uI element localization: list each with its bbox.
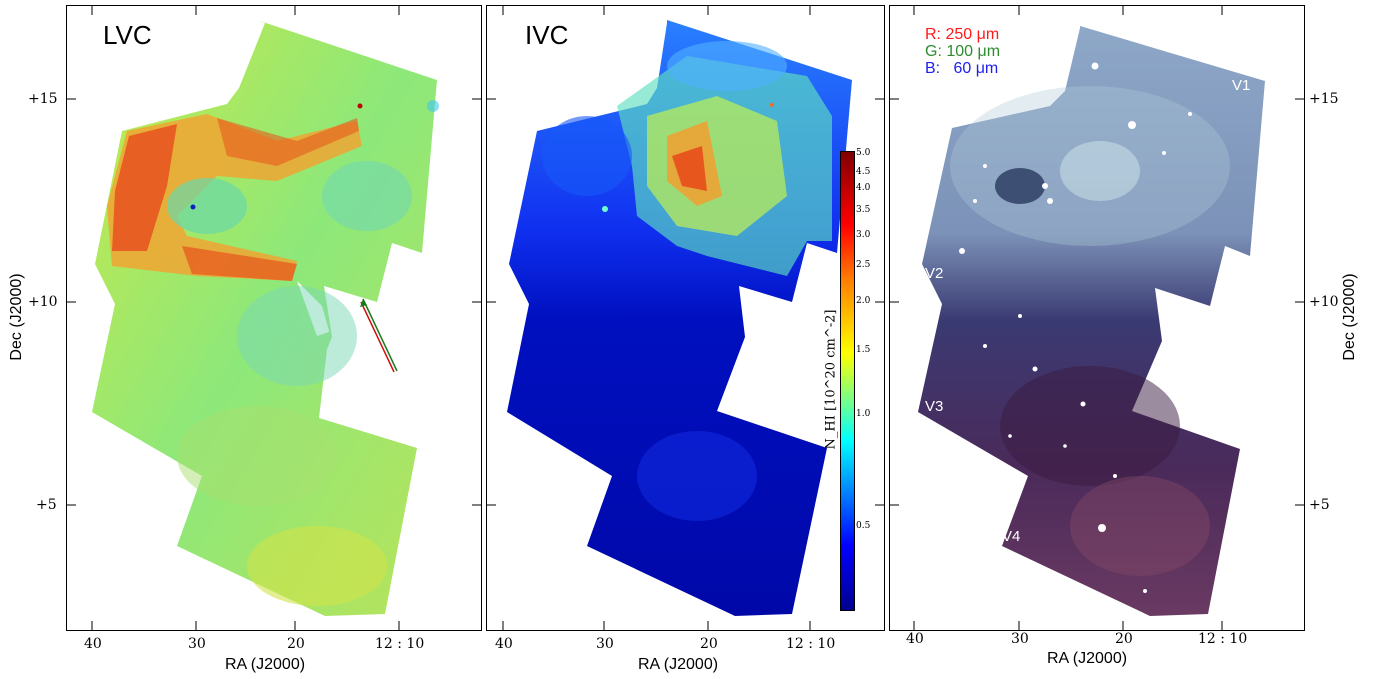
colorbar-tick-1.5: 1.5 [856, 345, 871, 355]
colorbar-tick-5.0: 5.0 [856, 148, 871, 158]
ivc-map [507, 20, 852, 616]
p1-xtick-40: 40 [84, 636, 102, 652]
marker-v2: V2 [925, 265, 944, 282]
lvc-map [92, 20, 439, 616]
legend-green-label: G: [925, 43, 942, 60]
colorbar-tick-4.0: 4.0 [856, 183, 871, 193]
colorbar-tick-2.5: 2.5 [856, 260, 871, 270]
p2-xtick-1210: 12 : 10 [786, 636, 836, 652]
p2-xlabel: RA (J2000) [638, 656, 719, 673]
p1-xtick-20: 20 [287, 636, 305, 652]
p2-xtick-40: 40 [495, 636, 513, 652]
colorbar-tick-4.5: 4.5 [856, 167, 871, 177]
ivc-panel: IVC 5.0 4.5 4.0 3.5 3.0 2.5 2.0 1.5 1.0 … [486, 5, 885, 631]
legend-red: R: 250 μm [925, 26, 999, 43]
green-arrow-line [362, 298, 398, 372]
p3-ylabel: Dec (J2000) [1341, 273, 1358, 361]
p3-xtick-20: 20 [1115, 631, 1133, 647]
rgb-composite-map [918, 26, 1265, 616]
p1-ylabel: Dec (J2000) [8, 273, 25, 361]
legend-blue-value: 60 μm [944, 60, 999, 77]
colorbar-tick-3.0: 3.0 [856, 230, 871, 240]
p3-ytick-15: +15 [1309, 91, 1339, 107]
marker-v1: V1 [1232, 77, 1251, 94]
rgb-panel: R: 250 μm G: 100 μm B: 60 μm V1 V2 V3 V4 [889, 5, 1305, 631]
p1-ytick-10: +10 [28, 294, 58, 310]
p3-xtick-40: 40 [906, 631, 924, 647]
p3-xtick-1210: 12 : 10 [1198, 631, 1248, 647]
colorbar-tick-1.0: 1.0 [856, 409, 871, 419]
p1-xtick-30: 30 [188, 636, 206, 652]
legend-blue-label: B: [925, 60, 941, 77]
colorbar-tick-3.5: 3.5 [856, 205, 871, 215]
legend-green: G: 100 μm [925, 43, 1000, 60]
p2-xtick-30: 30 [596, 636, 614, 652]
colorbar-tick-0.5: 0.5 [856, 521, 871, 531]
green-arrowhead-icon [360, 299, 367, 307]
lvc-title: LVC [103, 20, 152, 50]
star-points [959, 62, 1197, 593]
legend-red-label: R: [925, 26, 941, 43]
p3-xtick-30: 30 [1011, 631, 1029, 647]
p3-xlabel: RA (J2000) [1047, 650, 1128, 667]
p3-ytick-5: +5 [1309, 497, 1330, 513]
p1-xtick-1210: 12 : 10 [375, 636, 425, 652]
colorbar-label: N_HI [10^20 cm^-2] [823, 309, 839, 450]
marker-v3: V3 [925, 398, 944, 415]
ivc-title: IVC [525, 20, 569, 50]
legend-red-value: 250 μm [945, 26, 1000, 43]
colorbar [840, 151, 855, 611]
p2-xtick-20: 20 [700, 636, 718, 652]
p1-xlabel: RA (J2000) [225, 656, 306, 673]
p1-ytick-15: +15 [28, 91, 58, 107]
colorbar-tick-2.0: 2.0 [856, 296, 871, 306]
marker-v4: V4 [1002, 528, 1021, 545]
red-arrow-line [360, 301, 395, 373]
legend-blue: B: 60 μm [925, 60, 998, 77]
p1-ytick-5: +5 [36, 497, 57, 513]
legend-green-value: 100 μm [946, 43, 1001, 60]
lvc-panel: LVC [66, 5, 482, 631]
p3-ytick-10: +10 [1309, 294, 1339, 310]
